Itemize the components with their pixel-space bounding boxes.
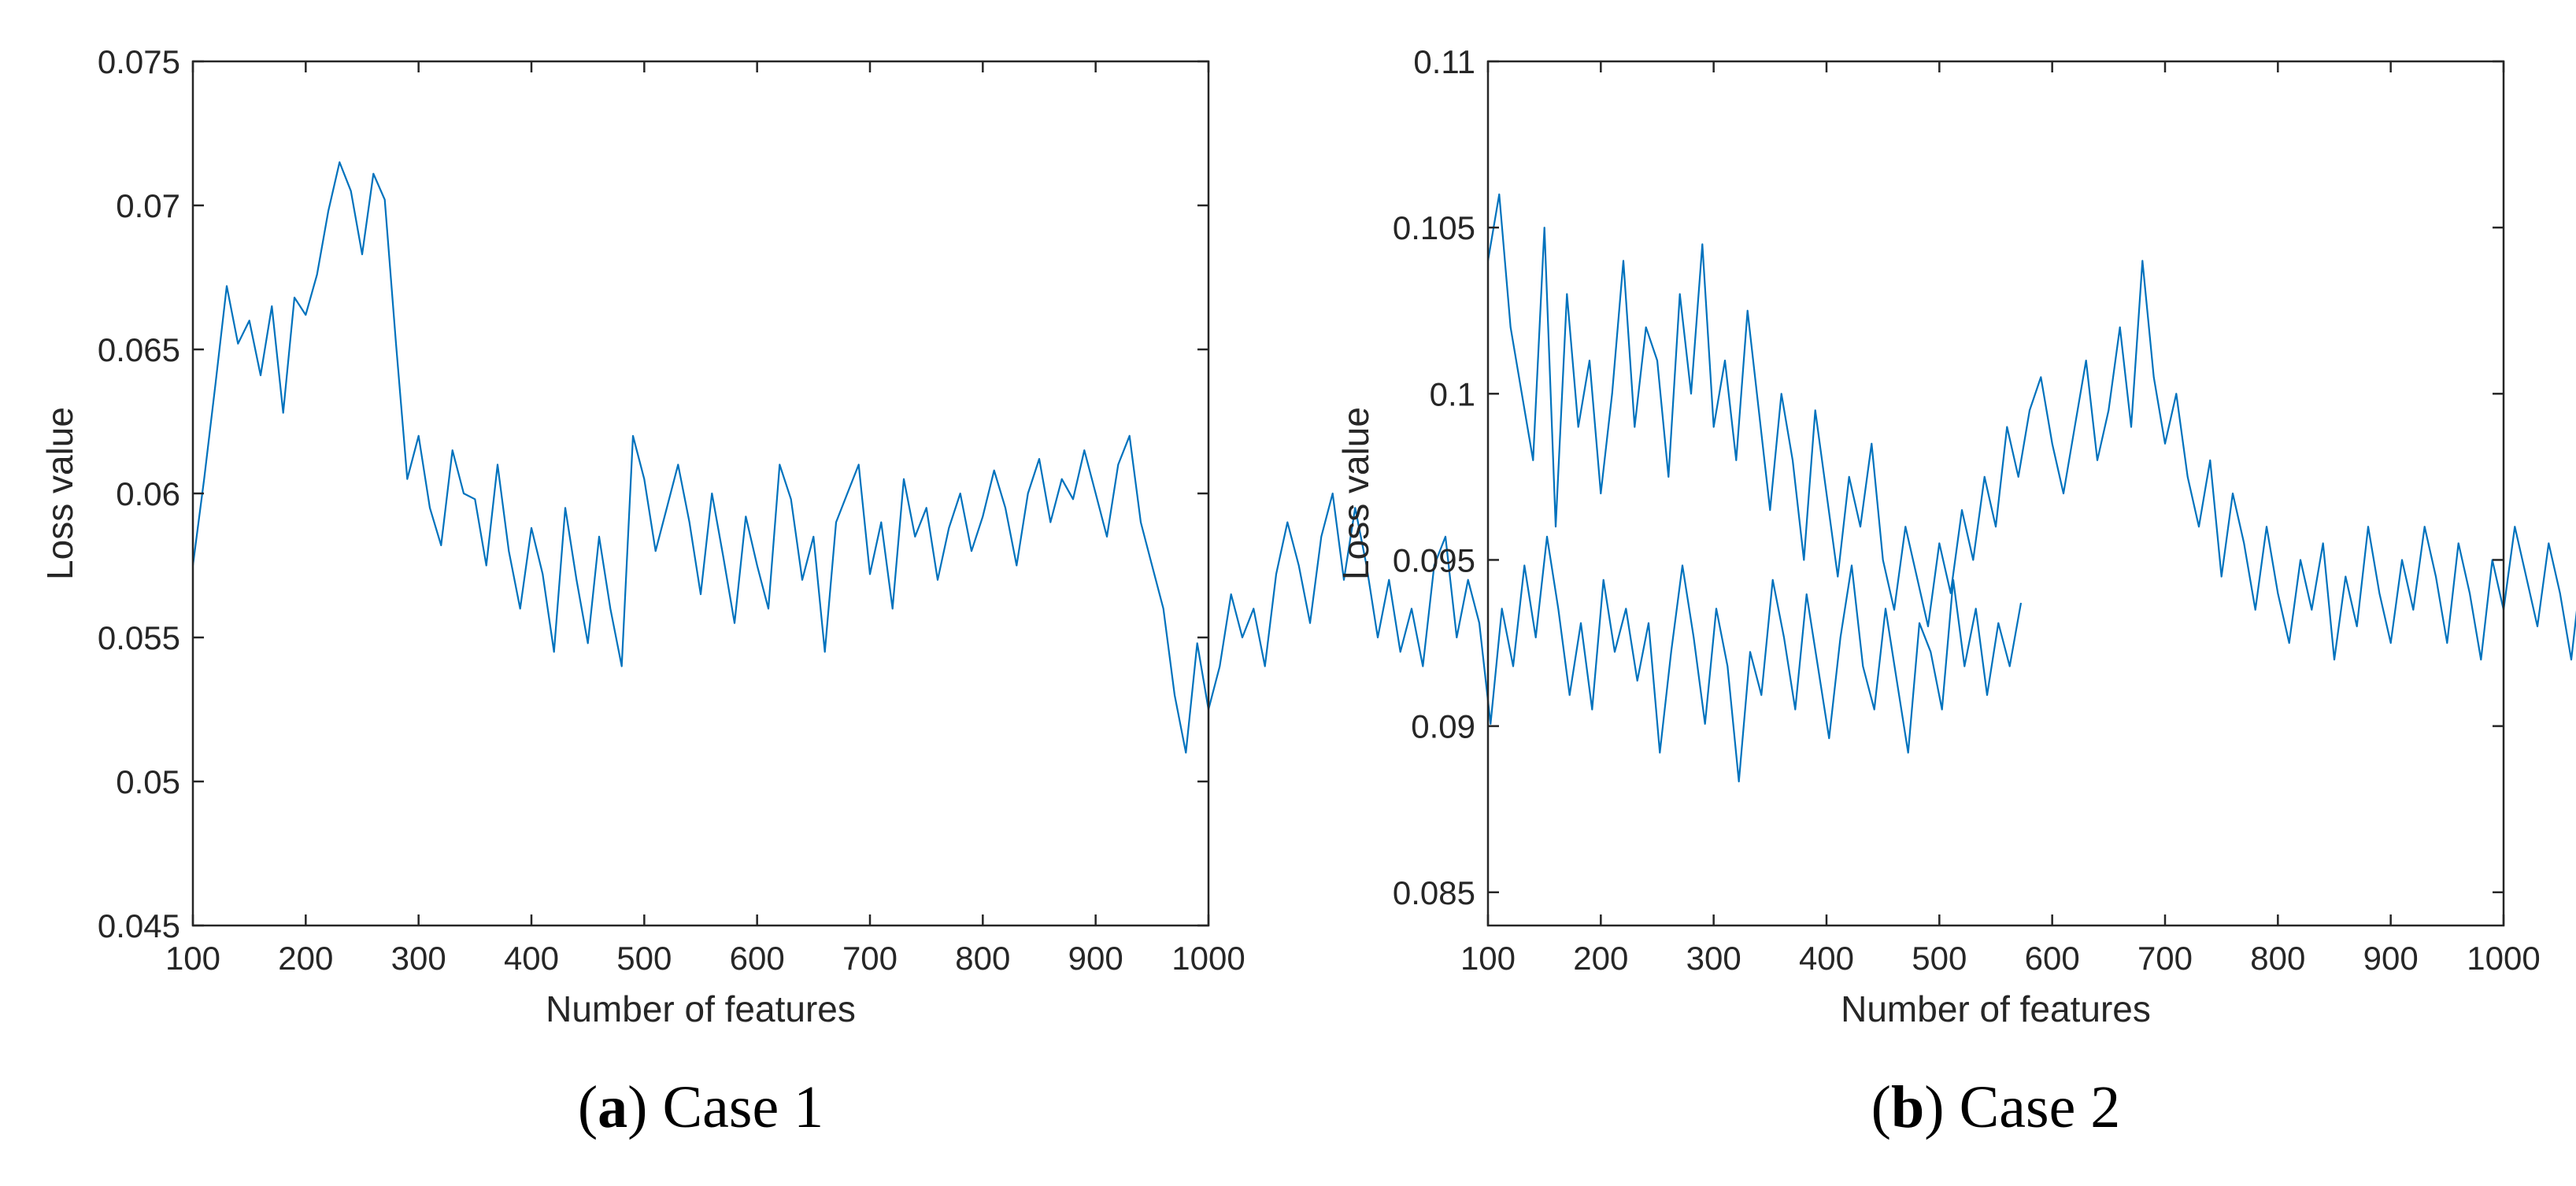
y-tick-label-a-0.05: 0.05 <box>116 763 180 800</box>
y-axis-ticks-a: 0.045 0.05 0.055 0.06 0.065 0.07 0.075 <box>98 43 1208 944</box>
x-tick-label-b-100: 100 <box>1460 940 1516 977</box>
x-tick-label-a-600: 600 <box>730 940 785 977</box>
x-tick-label-a-1000: 1000 <box>1171 940 1245 977</box>
y-axis-label-b: Loss value <box>1335 407 1376 580</box>
y-tick-label-b-0.1: 0.1 <box>1430 375 1475 412</box>
x-tick-label-a-300: 300 <box>391 940 446 977</box>
y-tick-label-a-0.07: 0.07 <box>116 187 180 224</box>
plot-area-frame-a <box>191 60 1210 927</box>
y-tick-label-b-0.105: 0.105 <box>1393 209 1475 246</box>
caption-text-b: Case 2 <box>1960 1074 2121 1140</box>
plot-area-frame-b <box>1486 60 2505 927</box>
y-tick-label-b-0.095: 0.095 <box>1393 541 1475 578</box>
x-axis-label-a: Number of features <box>546 988 856 1029</box>
y-tick-label-b-0.11: 0.11 <box>1413 43 1475 80</box>
x-tick-label-b-500: 500 <box>1912 940 1967 977</box>
y-axis-ticks-b: 0.085 0.09 0.095 0.1 0.105 0.11 <box>1393 43 2504 911</box>
x-tick-label-a-800: 800 <box>955 940 1010 977</box>
x-tick-label-a-700: 700 <box>842 940 898 977</box>
caption-text-a: Case 1 <box>662 1074 824 1140</box>
caption-b: (b) Case 2 <box>1871 1074 2121 1140</box>
y-tick-label-a-0.045: 0.045 <box>98 907 180 944</box>
chart-panel-a: 100 200 300 400 500 600 700 800 900 1000 0.0450.0… <box>39 43 2023 1140</box>
x-tick-label-b-400: 400 <box>1799 940 1854 977</box>
x-tick-label-b-800: 800 <box>2250 940 2305 977</box>
y-tick-label-a-0.055: 0.055 <box>98 619 180 656</box>
y-tick-label-b-0.09: 0.09 <box>1411 708 1475 745</box>
x-tick-label-a-900: 900 <box>1068 940 1123 977</box>
chart-panel-b: 100 200 300 400 500 600 700 800 900 1000 0.0850.0… <box>1335 43 2576 1140</box>
caption-letter-b: b <box>1891 1074 1924 1140</box>
x-axis-ticks-a: 100 200 300 400 500 600 700 800 900 1000 <box>165 61 1245 977</box>
x-tick-label-a-200: 200 <box>278 940 333 977</box>
y-tick-label-b-0.085: 0.085 <box>1393 874 1475 911</box>
x-axis-ticks-b: 100 200 300 400 500 600 700 800 900 1000 <box>1460 61 2541 977</box>
x-tick-label-b-900: 900 <box>2363 940 2419 977</box>
x-tick-label-a-400: 400 <box>504 940 559 977</box>
x-tick-label-b-300: 300 <box>1686 940 1741 977</box>
caption-a: (a) Case 1 <box>578 1074 824 1140</box>
x-tick-label-a-100: 100 <box>165 940 220 977</box>
x-tick-label-a-500: 500 <box>616 940 672 977</box>
x-tick-label-b-1000: 1000 <box>2467 940 2540 977</box>
x-tick-label-b-700: 700 <box>2137 940 2193 977</box>
y-tick-label-a-0.065: 0.065 <box>98 331 180 368</box>
x-tick-label-b-200: 200 <box>1573 940 1628 977</box>
x-axis-label-b: Number of features <box>1841 988 2151 1029</box>
loss-series-line-b <box>1486 193 2576 661</box>
y-tick-label-a-0.06: 0.06 <box>116 475 180 512</box>
caption-letter-a: a <box>598 1074 627 1140</box>
x-tick-label-b-600: 600 <box>2025 940 2080 977</box>
y-tick-label-a-0.075: 0.075 <box>98 43 180 80</box>
loss-series-line-a <box>191 161 2023 783</box>
y-axis-label-a: Loss value <box>39 407 80 580</box>
